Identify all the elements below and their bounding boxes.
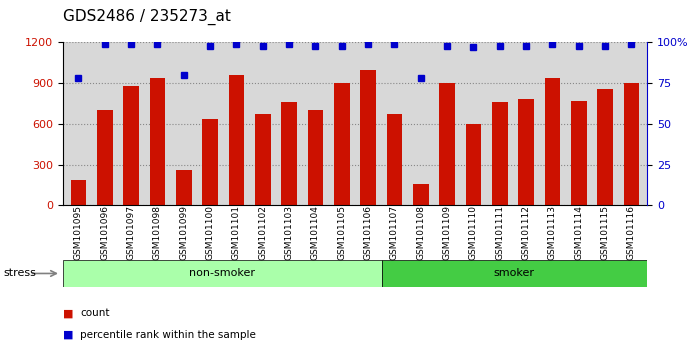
Text: GSM101103: GSM101103 [285, 205, 294, 260]
Text: smoker: smoker [494, 268, 535, 279]
Bar [597, 88, 613, 205]
Bar [63, 260, 381, 287]
Text: GDS2486 / 235273_at: GDS2486 / 235273_at [63, 9, 230, 25]
Bar [466, 124, 482, 205]
Text: GSM101104: GSM101104 [311, 205, 320, 260]
Bar [544, 78, 560, 205]
Text: GSM101116: GSM101116 [627, 205, 636, 260]
Text: GSM101102: GSM101102 [258, 205, 267, 260]
Bar [228, 75, 244, 205]
Bar [255, 114, 271, 205]
Text: GSM101105: GSM101105 [338, 205, 347, 260]
Text: GSM101100: GSM101100 [205, 205, 214, 260]
Text: GSM101111: GSM101111 [496, 205, 505, 260]
Text: stress: stress [3, 268, 36, 279]
Bar [150, 78, 166, 205]
Bar [361, 70, 376, 205]
Text: GSM101099: GSM101099 [180, 205, 189, 260]
Bar [386, 114, 402, 205]
Bar [203, 119, 218, 205]
Text: non-smoker: non-smoker [189, 268, 255, 279]
Text: GSM101096: GSM101096 [100, 205, 109, 260]
Text: GSM101095: GSM101095 [74, 205, 83, 260]
Text: GSM101109: GSM101109 [443, 205, 452, 260]
Text: GSM101107: GSM101107 [390, 205, 399, 260]
Bar [439, 83, 455, 205]
Bar [381, 260, 647, 287]
Text: ■: ■ [63, 330, 73, 339]
Text: GSM101114: GSM101114 [574, 205, 583, 260]
Bar [281, 102, 297, 205]
Bar [334, 83, 349, 205]
Text: GSM101110: GSM101110 [469, 205, 478, 260]
Bar [413, 184, 429, 205]
Text: percentile rank within the sample: percentile rank within the sample [80, 330, 256, 339]
Text: GSM101112: GSM101112 [521, 205, 530, 260]
Text: GSM101097: GSM101097 [127, 205, 136, 260]
Bar [624, 83, 640, 205]
Text: GSM101108: GSM101108 [416, 205, 425, 260]
Bar [519, 99, 534, 205]
Bar [97, 110, 113, 205]
Text: ■: ■ [63, 308, 73, 318]
Text: GSM101106: GSM101106 [363, 205, 372, 260]
Bar [70, 179, 86, 205]
Text: count: count [80, 308, 109, 318]
Text: GSM101115: GSM101115 [601, 205, 610, 260]
Bar [123, 86, 139, 205]
Text: GSM101101: GSM101101 [232, 205, 241, 260]
Text: GSM101113: GSM101113 [548, 205, 557, 260]
Bar [308, 110, 324, 205]
Bar [571, 101, 587, 205]
Bar [176, 170, 191, 205]
Text: GSM101098: GSM101098 [153, 205, 162, 260]
Bar [492, 102, 507, 205]
